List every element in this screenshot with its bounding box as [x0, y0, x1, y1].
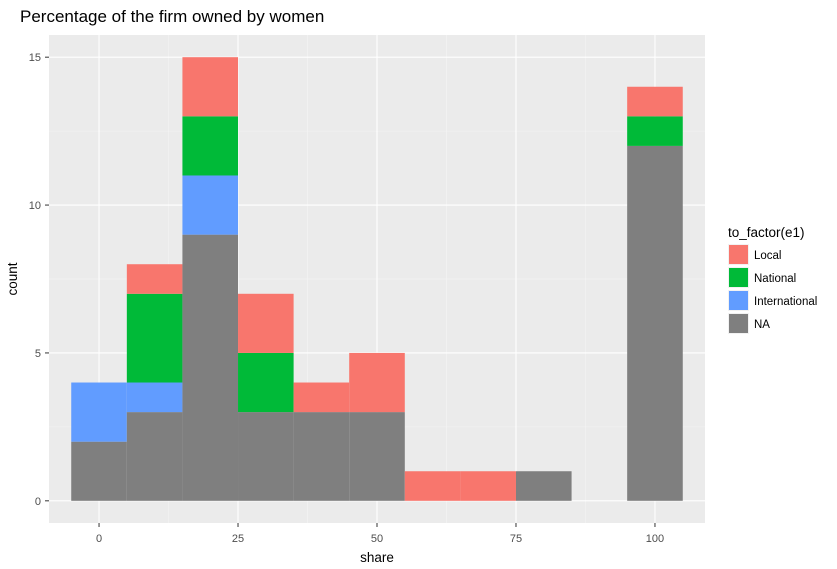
bar-segment-na — [349, 412, 405, 501]
x-tick-label: 0 — [96, 533, 102, 545]
legend: to_factor(e1) Local National International… — [728, 225, 817, 334]
bar-segment-local — [182, 57, 239, 117]
legend-swatch-na — [729, 314, 748, 333]
y-tick-label: 0 — [35, 496, 41, 508]
legend-swatch-international — [729, 291, 748, 310]
bar-segment-national — [627, 116, 683, 146]
legend-title: to_factor(e1) — [728, 225, 805, 240]
bar-segment-international — [71, 382, 127, 442]
bar-segment-international — [126, 382, 183, 413]
legend-label: International — [754, 296, 817, 308]
bar-segment-na — [627, 145, 683, 501]
x-tick-label: 100 — [646, 533, 664, 545]
y-axis-title: count — [5, 262, 20, 295]
bar-segment-local — [349, 352, 405, 413]
bar-segment-na — [515, 471, 572, 501]
bar-segment-national — [126, 293, 183, 383]
bar-segment-local — [627, 86, 683, 117]
bar-segment-local — [126, 264, 183, 294]
bar-segment-national — [182, 116, 239, 176]
legend-label: Local — [754, 250, 782, 262]
bar-segment-na — [71, 441, 127, 501]
bar-segment-local — [460, 471, 516, 501]
bar-segment-national — [238, 352, 294, 413]
x-tick-label: 75 — [510, 533, 522, 545]
legend-label: National — [754, 273, 796, 285]
x-axis-title: share — [360, 550, 394, 565]
bar-segment-na — [293, 412, 350, 501]
bar-segment-local — [293, 382, 350, 413]
x-axis: 0 25 50 75 100 — [96, 523, 664, 545]
x-tick-label: 25 — [232, 533, 244, 545]
x-tick-label: 50 — [371, 533, 383, 545]
y-axis: 0 5 10 15 — [29, 52, 49, 508]
bar-segment-international — [182, 175, 239, 235]
bars-group — [71, 57, 683, 501]
bar-segment-local — [404, 471, 461, 501]
y-tick-label: 5 — [35, 348, 41, 360]
chart-title: Percentage of the firm owned by women — [20, 7, 324, 26]
bar-segment-local — [238, 293, 294, 353]
bar-segment-na — [126, 412, 183, 501]
legend-label: NA — [754, 319, 770, 331]
bar-segment-na — [238, 412, 294, 501]
bar-segment-na — [182, 234, 239, 501]
legend-swatch-local — [729, 245, 748, 264]
legend-swatch-national — [729, 268, 748, 287]
y-tick-label: 10 — [29, 200, 41, 212]
y-tick-label: 15 — [29, 52, 41, 64]
